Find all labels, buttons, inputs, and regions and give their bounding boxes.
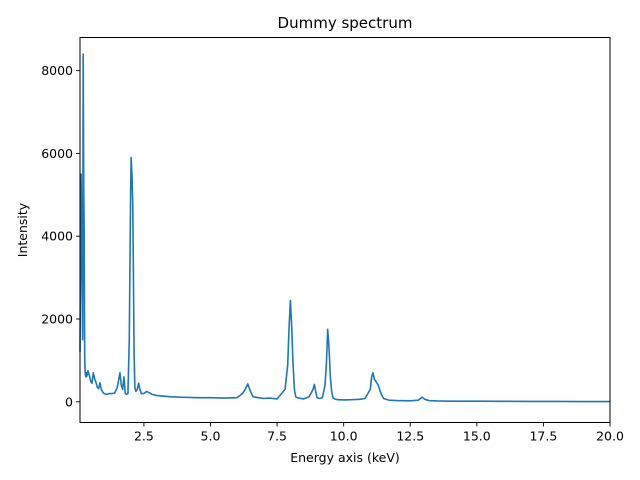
x-tick-label: 10.0 <box>330 429 358 444</box>
x-tick-label: 15.0 <box>463 429 491 444</box>
x-tick-label: 20.0 <box>596 429 624 444</box>
x-tick-label: 7.5 <box>267 429 287 444</box>
plot-area <box>79 53 611 403</box>
series-line-0 <box>79 53 611 403</box>
x-tick-label: 17.5 <box>529 429 557 444</box>
y-axis-ticks: 0 2000 4000 6000 8000 <box>41 63 80 409</box>
x-tick-label: 12.5 <box>396 429 424 444</box>
y-tick-label: 8000 <box>41 63 73 78</box>
y-tick-label: 6000 <box>41 146 73 161</box>
y-tick-label: 4000 <box>41 229 73 244</box>
chart-title: Dummy spectrum <box>278 14 413 32</box>
x-axis-ticks: 2.5 5.0 7.5 10.0 12.5 15.0 17.5 20.0 <box>134 422 624 444</box>
axes-frame <box>79 37 611 423</box>
y-tick-label: 0 <box>65 394 73 409</box>
y-axis-label: Intensity <box>15 202 30 257</box>
y-tick-label: 2000 <box>41 312 73 327</box>
x-tick-label: 5.0 <box>201 429 221 444</box>
x-axis-label: Energy axis (keV) <box>290 450 400 465</box>
x-tick-label: 2.5 <box>134 429 154 444</box>
